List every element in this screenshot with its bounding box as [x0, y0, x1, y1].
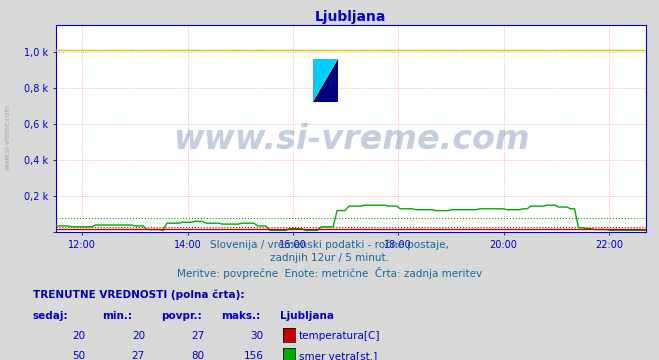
- Text: 27: 27: [132, 351, 145, 360]
- Polygon shape: [312, 59, 337, 102]
- Text: 50: 50: [72, 351, 86, 360]
- Text: zadnjih 12ur / 5 minut.: zadnjih 12ur / 5 minut.: [270, 253, 389, 263]
- Text: www.si-vreme.com: www.si-vreme.com: [173, 122, 529, 156]
- Text: Slovenija / vremenski podatki - ročne postaje,: Slovenija / vremenski podatki - ročne po…: [210, 239, 449, 250]
- Text: Meritve: povprečne  Enote: metrične  Črta: zadnja meritev: Meritve: povprečne Enote: metrične Črta:…: [177, 267, 482, 279]
- Text: 80: 80: [191, 351, 204, 360]
- Polygon shape: [312, 59, 337, 102]
- Text: 20: 20: [132, 331, 145, 341]
- Title: Ljubljana: Ljubljana: [315, 10, 387, 24]
- Text: maks.:: maks.:: [221, 311, 260, 321]
- Text: 20: 20: [72, 331, 86, 341]
- Text: temperatura[C]: temperatura[C]: [299, 331, 380, 341]
- Text: TRENUTNE VREDNOSTI (polna črta):: TRENUTNE VREDNOSTI (polna črta):: [33, 290, 244, 300]
- Text: smer vetra[st.]: smer vetra[st.]: [299, 351, 377, 360]
- Text: min.:: min.:: [102, 311, 132, 321]
- Text: povpr.:: povpr.:: [161, 311, 202, 321]
- Text: 27: 27: [191, 331, 204, 341]
- Text: 156: 156: [244, 351, 264, 360]
- Text: www.si-vreme.com: www.si-vreme.com: [5, 104, 11, 170]
- Text: 30: 30: [250, 331, 264, 341]
- Text: Ljubljana: Ljubljana: [280, 311, 334, 321]
- Text: sedaj:: sedaj:: [33, 311, 69, 321]
